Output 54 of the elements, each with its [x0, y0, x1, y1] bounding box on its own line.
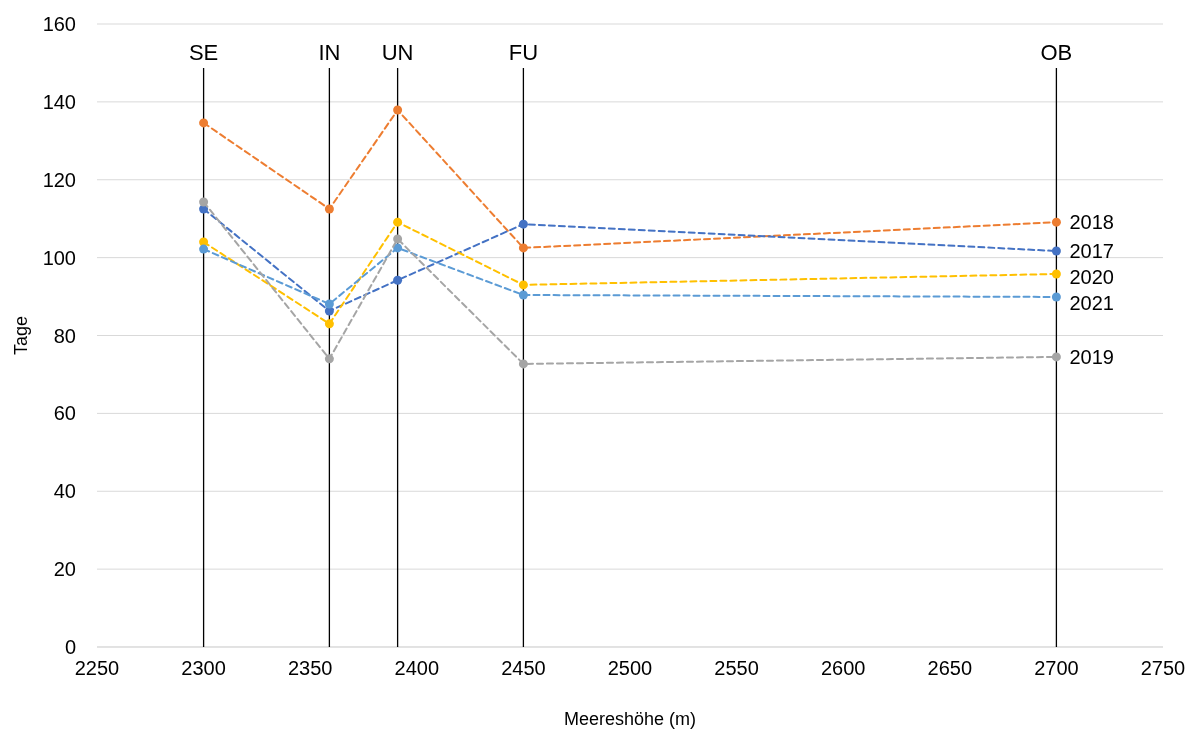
y-tick-label: 100: [42, 246, 76, 269]
series-label: 2020: [1069, 266, 1114, 289]
point: [1051, 217, 1061, 227]
series-label: 2021: [1069, 292, 1114, 315]
x-tick-label: 2450: [501, 657, 546, 679]
point: [393, 234, 403, 244]
x-tick-label: 2300: [181, 657, 226, 679]
point: [518, 359, 528, 369]
point: [393, 275, 403, 285]
y-tick-label: 120: [42, 168, 76, 191]
point: [518, 280, 528, 290]
point: [393, 243, 403, 253]
x-axis-title: Meereshöhe (m): [563, 709, 697, 729]
point: [199, 197, 209, 207]
y-tick-label: 60: [53, 402, 76, 425]
point: [199, 118, 209, 128]
point: [199, 244, 209, 254]
x-tick-label: 2500: [607, 657, 653, 679]
point: [1051, 246, 1061, 256]
x-tick-label: 2600: [820, 657, 866, 679]
point: [324, 204, 334, 214]
point: [324, 354, 334, 364]
series-label: 2018: [1069, 211, 1114, 234]
point: [324, 319, 334, 329]
ref-line-label: OB: [1040, 40, 1073, 65]
y-tick-label: 0: [64, 636, 76, 658]
point: [518, 290, 528, 300]
x-tick-label: 2650: [927, 657, 973, 679]
y-axis-title: Tage: [11, 315, 31, 356]
point: [1051, 352, 1061, 362]
y-tick-label: 140: [42, 90, 76, 113]
point: [1051, 269, 1061, 279]
point: [518, 219, 528, 229]
x-tick-label: 2550: [714, 657, 759, 679]
point: [393, 217, 403, 227]
y-tick-label: 160: [42, 13, 76, 35]
point: [393, 105, 403, 115]
x-tick-label: 2350: [287, 657, 333, 679]
ref-line-label: IN: [318, 40, 341, 65]
point: [1051, 292, 1061, 302]
ref-line-label: UN: [381, 40, 414, 65]
ref-line-label: FU: [508, 40, 539, 65]
series-label: 2019: [1069, 345, 1114, 368]
x-tick-label: 2400: [394, 657, 440, 679]
y-tick-label: 80: [53, 324, 76, 347]
point: [324, 299, 334, 309]
y-tick-label: 40: [53, 480, 76, 503]
x-tick-label: 2250: [74, 657, 120, 679]
y-tick-label: 20: [53, 558, 76, 581]
x-tick-label: 2750: [1140, 657, 1186, 679]
x-tick-label: 2700: [1034, 657, 1079, 679]
point: [518, 243, 528, 253]
series-label: 2017: [1069, 240, 1114, 263]
ref-line-label: SE: [188, 40, 219, 65]
